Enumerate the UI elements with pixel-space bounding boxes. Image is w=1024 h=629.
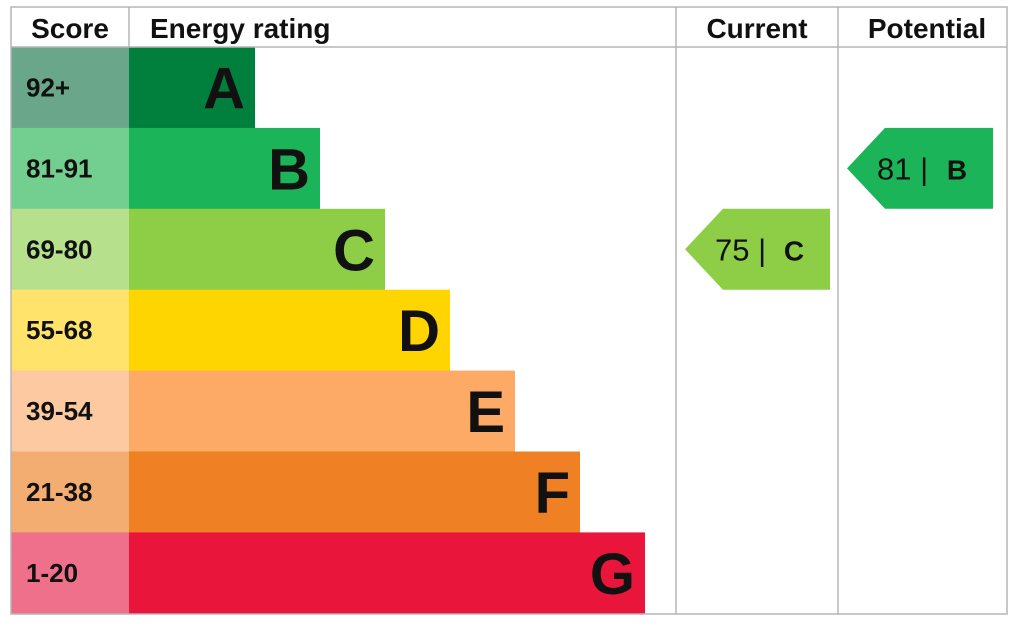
band-bar-e (129, 370, 515, 452)
band-letter-b: B (268, 137, 310, 202)
band-letter-d: D (398, 299, 440, 364)
header-score: Score (31, 13, 109, 44)
score-cell-b (11, 127, 129, 210)
band-letter-e: E (466, 380, 505, 445)
score-cell-c (11, 208, 129, 291)
score-cell-f (11, 451, 129, 533)
band-bar-g (129, 532, 645, 614)
score-range-f: 21-38 (26, 477, 93, 507)
score-range-b: 81-91 (26, 153, 93, 183)
current-arrow (685, 208, 830, 290)
grid-lines (10, 6, 1008, 615)
rating-arrows: 75 | C 81 | B (685, 127, 993, 290)
header-current: Current (706, 13, 807, 44)
score-range-g: 1-20 (26, 558, 78, 588)
current-score: 75 | (715, 232, 766, 267)
score-cell-e (11, 370, 129, 452)
score-cell-a (11, 47, 129, 129)
score-range-d: 55-68 (26, 315, 93, 345)
header-energy-rating: Energy rating (150, 13, 330, 44)
band-letter-g: G (590, 542, 635, 607)
band-letter-f: F (535, 461, 570, 526)
band-bar-a (129, 47, 255, 129)
band-bar-b (129, 127, 320, 210)
bands: 92+ A 81-91 B 69-80 C 55-68 D 39-54 E 21-38 F 1-20 G (11, 47, 645, 614)
current-letter: C (784, 235, 804, 266)
band-bar-d (129, 289, 450, 372)
potential-score: 81 | (877, 151, 928, 186)
score-cell-g (11, 532, 129, 614)
band-bar-f (129, 451, 580, 533)
score-range-c: 69-80 (26, 234, 93, 264)
band-bar-c (129, 208, 385, 291)
header-potential: Potential (868, 13, 986, 44)
band-letter-c: C (333, 218, 375, 283)
score-range-e: 39-54 (26, 396, 93, 426)
potential-arrow (847, 127, 993, 209)
score-cell-d (11, 289, 129, 372)
band-letter-a: A (203, 56, 245, 121)
score-range-a: 92+ (26, 72, 70, 102)
potential-letter: B (947, 154, 967, 185)
